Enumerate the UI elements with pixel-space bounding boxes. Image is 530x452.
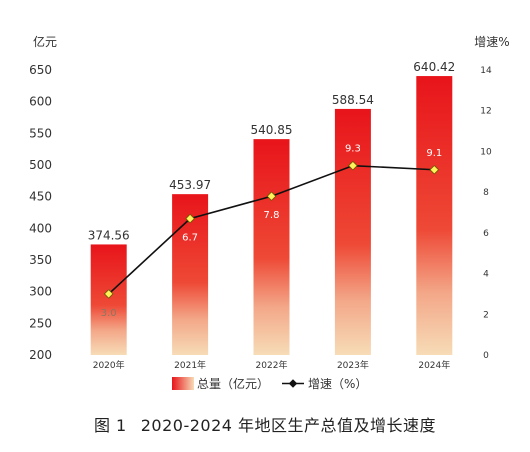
growth-point (348, 160, 358, 171)
x-tick-label: 2024年 (418, 359, 450, 371)
y-right-tick-label: 0 (483, 351, 489, 361)
growth-value-label: 7.8 (264, 210, 280, 221)
y-right-tick-label: 12 (480, 107, 491, 117)
y-left-tick-label: 500 (29, 158, 52, 172)
x-tick-label: 2022年 (256, 359, 288, 371)
x-tick-label: 2021年 (174, 359, 206, 371)
y-left-tick-label: 550 (29, 126, 52, 140)
growth-point (429, 164, 440, 175)
y-right-axis-title: 增速% (474, 35, 509, 49)
y-right-tick-label: 4 (483, 270, 489, 280)
legend: 总量（亿元） 增速（%） (172, 376, 367, 391)
growth-value-label: 9.1 (426, 148, 442, 159)
growth-line-series: 3.0 6.7 7.8 9.3 9.1 (101, 144, 443, 319)
bar-value-label: 540.85 (251, 123, 293, 137)
legend-bar-label: 总量（亿元） (197, 376, 269, 391)
x-tick-label: 2020年 (93, 359, 125, 371)
y-right-tick-label: 8 (483, 188, 489, 198)
legend-bar-swatch (172, 377, 194, 390)
growth-point (185, 213, 195, 224)
growth-point (103, 289, 114, 299)
bar-series (90, 76, 453, 356)
bar (416, 76, 453, 356)
y-right-tick-label: 10 (480, 147, 492, 157)
y-left-tick-label: 200 (29, 348, 52, 362)
y-left-axis-title: 亿元 (33, 34, 57, 49)
y-left-tick-label: 350 (29, 253, 52, 267)
y-left-tick-label: 250 (29, 316, 52, 330)
bar-value-label: 374.56 (88, 228, 130, 242)
growth-value-label: 6.7 (182, 233, 198, 244)
growth-value-label: 3.0 (101, 308, 117, 319)
y-right-tick-label: 2 (483, 310, 489, 320)
y-right-tick-label: 6 (483, 229, 489, 239)
bar (253, 139, 290, 355)
y-right-ticks: 0 2 4 6 8 10 12 14 (480, 66, 492, 361)
bar (90, 244, 127, 355)
chart-title: 2020-2024 年地区生产总值及增长速度 (140, 416, 437, 435)
bar-value-labels: 374.56 453.97 540.85 588.54 640.42 (88, 60, 456, 242)
x-tick-label: 2023年 (337, 359, 369, 371)
y-left-tick-label: 650 (29, 63, 52, 77)
legend-line-label: 增速（%） (308, 377, 367, 391)
y-left-tick-label: 400 (29, 221, 52, 235)
y-left-tick-label: 600 (29, 95, 52, 109)
y-left-tick-label: 450 (29, 190, 52, 204)
legend-line-marker (288, 379, 298, 388)
growth-point (266, 191, 277, 202)
figure-number: 图 1 (93, 416, 127, 435)
bar-value-label: 453.97 (169, 178, 211, 192)
growth-value-label: 9.3 (345, 144, 361, 155)
bar-value-label: 588.54 (332, 93, 374, 107)
bar-value-label: 640.42 (413, 60, 455, 74)
y-left-tick-label: 300 (29, 285, 52, 299)
x-tick-labels: 2020年 2021年 2022年 2023年 2024年 (93, 359, 451, 371)
y-right-tick-label: 14 (480, 66, 492, 76)
y-left-ticks: 200 250 300 350 400 450 500 550 600 650 (29, 63, 52, 362)
figure-caption: 图 1 2020-2024 年地区生产总值及增长速度 (0, 412, 530, 436)
bar (334, 108, 371, 355)
